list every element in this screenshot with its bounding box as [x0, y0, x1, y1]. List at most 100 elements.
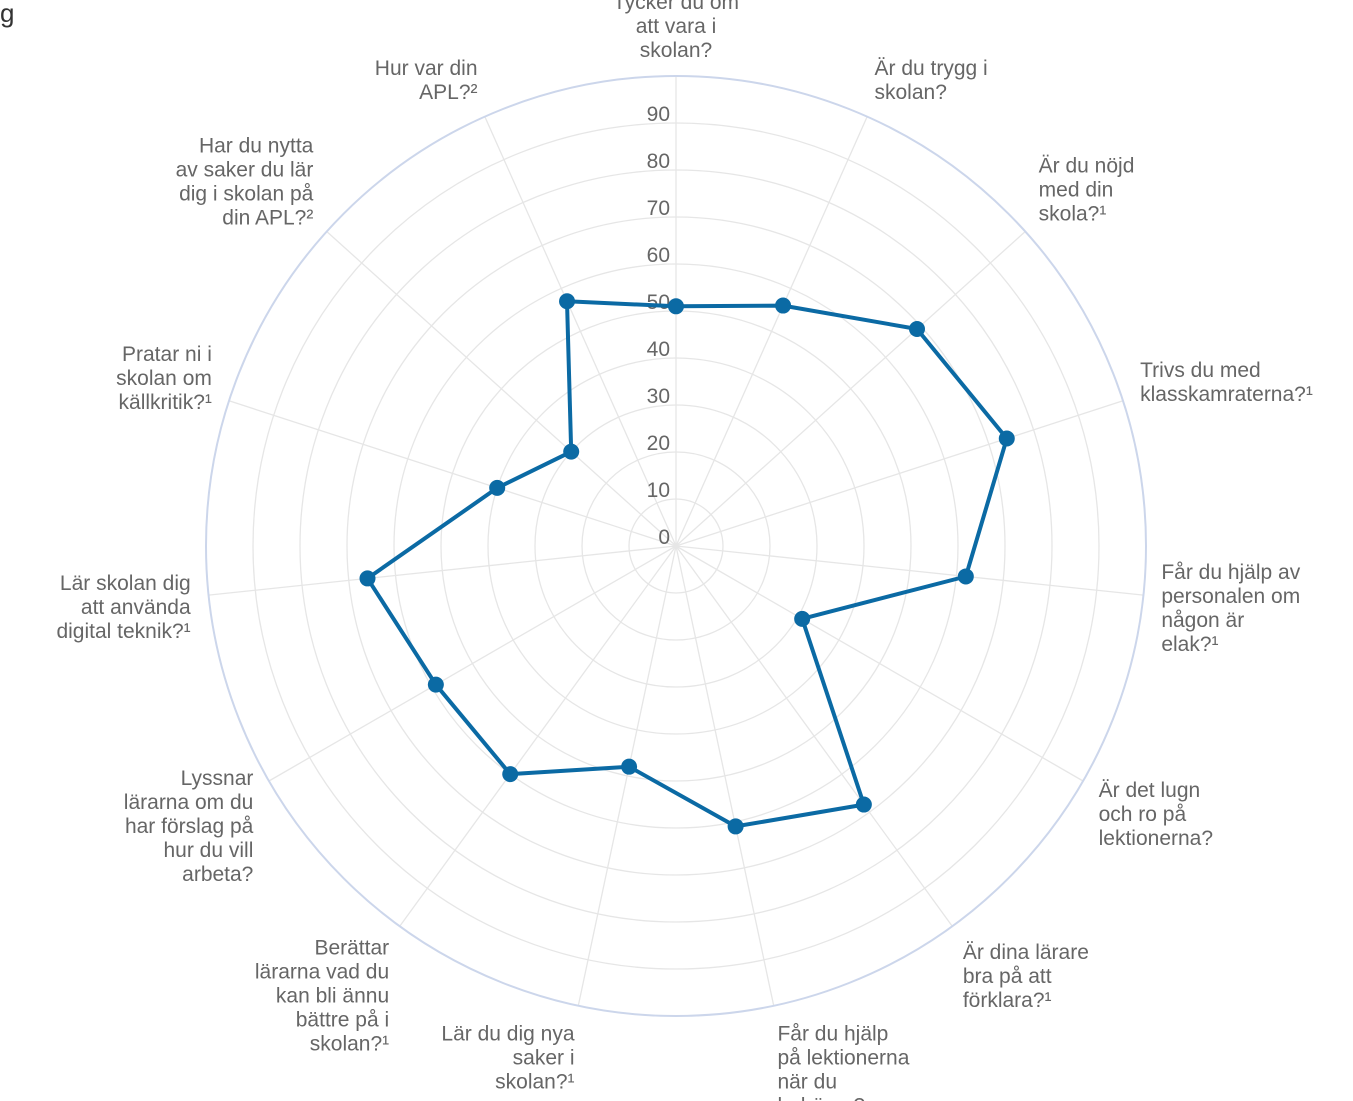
category-label: Tycker du om att vara i skolan?: [613, 0, 739, 62]
category-label-line: Lyssnar: [181, 767, 254, 790]
category-label-line: dig i skolan på: [179, 182, 314, 205]
category-label: Är dina lärare bra på att förklara?¹: [963, 941, 1089, 1012]
category-label: Är du nöjd med din skola?¹: [1039, 154, 1135, 225]
category-label-line: att använda: [81, 596, 191, 619]
data-point[interactable]: [855, 796, 872, 813]
category-label-line: Får du hjälp av: [1161, 561, 1300, 584]
category-label-line: Har du nytta: [199, 134, 314, 157]
category-label: Pratar ni i skolan om källkritik?¹: [116, 343, 212, 414]
category-label-line: skolan?¹: [495, 1070, 574, 1093]
data-point[interactable]: [957, 568, 974, 585]
spoke-7: [675, 545, 775, 1006]
category-label-line: digital teknik?¹: [56, 620, 190, 643]
category-label-line: skola?¹: [1039, 202, 1107, 225]
category-label-line: Får du hjälp: [777, 1022, 888, 1045]
category-label-line: skolan?¹: [310, 1032, 389, 1055]
category-label-line: din APL?²: [222, 206, 313, 229]
tick-label: 50: [647, 291, 670, 314]
spoke-2: [675, 231, 1026, 547]
category-label-line: någon är: [1161, 609, 1244, 632]
category-label-line: har förslag på: [125, 815, 254, 838]
data-point[interactable]: [502, 766, 519, 783]
category-label-line: APL?²: [419, 81, 477, 104]
category-label-line: på lektionerna: [777, 1046, 909, 1069]
data-point[interactable]: [559, 293, 576, 310]
tick-label: 60: [647, 244, 670, 267]
category-label-line: av saker du lär: [176, 158, 314, 181]
spoke-4: [675, 545, 1144, 596]
category-label-line: klasskamraterna?¹: [1140, 383, 1313, 406]
radial-tick-labels: 0 10 20 30 40 50 60 70 80 90: [647, 103, 670, 549]
spoke-10: [268, 545, 677, 782]
outer-ring: [205, 75, 1147, 1017]
tick-label: 70: [647, 197, 670, 220]
data-point[interactable]: [359, 570, 376, 587]
spoke-13: [326, 231, 677, 547]
category-label-line: bättre på i: [296, 1008, 389, 1031]
category-label-line: elak?¹: [1161, 633, 1218, 656]
data-point[interactable]: [727, 818, 744, 835]
category-label-line: Hur var din: [375, 57, 478, 80]
spoke-1: [675, 116, 868, 547]
category-label: Trivs du med klasskamraterna?¹: [1140, 359, 1313, 406]
category-label-line: Är dina lärare: [963, 941, 1089, 964]
category-label-line: hur du vill: [163, 839, 253, 862]
category-label-line: när du: [777, 1070, 837, 1093]
data-point[interactable]: [563, 443, 580, 460]
tick-label: 90: [647, 103, 670, 126]
category-label-line: saker i: [513, 1046, 575, 1069]
category-label-line: att vara i: [636, 15, 717, 38]
category-label: Berättar lärarna vad du kan bli ännu bättre…: [255, 936, 389, 1055]
category-label: Hur var din APL?²: [375, 57, 478, 104]
category-label-line: lärarna om du: [124, 791, 254, 814]
spoke-6: [675, 545, 953, 927]
category-label-line: Lär du dig nya: [441, 1022, 574, 1045]
category-label-line: Är du nöjd: [1039, 154, 1135, 177]
data-point[interactable]: [775, 297, 792, 314]
data-point[interactable]: [998, 430, 1015, 447]
spoke-14: [484, 116, 677, 547]
series-line: [365, 299, 1009, 829]
category-label-line: Är du trygg i: [874, 57, 987, 80]
data-point[interactable]: [621, 758, 638, 775]
data-point[interactable]: [794, 610, 811, 627]
category-label-line: kan bli ännu: [276, 984, 389, 1007]
category-label-line: Pratar ni i: [122, 343, 212, 366]
category-label-line: Tycker du om: [613, 0, 739, 14]
spoke-12: [228, 400, 677, 547]
data-point[interactable]: [909, 321, 926, 338]
category-label-line: med din: [1039, 178, 1114, 201]
data-point[interactable]: [489, 479, 506, 496]
category-label-line: lektionerna?: [1099, 827, 1213, 850]
category-labels: Tycker du om att vara i skolan? Är du trygg…: [56, 0, 1312, 1101]
category-label: Är det lugn och ro på lektionerna?: [1099, 779, 1213, 850]
data-series: [359, 293, 1015, 835]
category-label-line: Lär skolan dig: [60, 572, 191, 595]
category-label: Lyssnar lärarna om du har förslag på hur du…: [124, 767, 254, 886]
category-label-line: bra på att: [963, 965, 1052, 988]
category-label-line: behöver?: [777, 1094, 865, 1101]
category-label: Är du trygg i skolan?: [874, 57, 987, 104]
category-label-line: Är det lugn: [1099, 779, 1201, 802]
category-label-line: arbeta?: [182, 863, 253, 886]
category-label-line: förklara?¹: [963, 989, 1052, 1012]
category-label-line: Berättar: [314, 936, 389, 959]
data-point[interactable]: [668, 298, 684, 315]
corner-text: g: [0, 0, 14, 28]
category-label-line: lärarna vad du: [255, 960, 389, 983]
tick-label: 10: [647, 479, 670, 502]
category-label-line: skolan?: [640, 39, 712, 62]
category-label: Har du nytta av saker du lär dig i skolan …: [176, 134, 314, 229]
spoke-3: [675, 400, 1124, 547]
category-label: Lär du dig nya saker i skolan?¹: [441, 1022, 574, 1093]
spoke-11: [208, 545, 677, 596]
category-label-line: skolan om: [116, 367, 212, 390]
tick-label: 0: [658, 526, 670, 549]
tick-label: 40: [647, 338, 670, 361]
data-point[interactable]: [427, 676, 444, 693]
chart-grid: [205, 75, 1147, 1017]
spoke-8: [577, 545, 677, 1006]
category-label: Lär skolan dig att använda digital teknik?…: [56, 572, 191, 643]
